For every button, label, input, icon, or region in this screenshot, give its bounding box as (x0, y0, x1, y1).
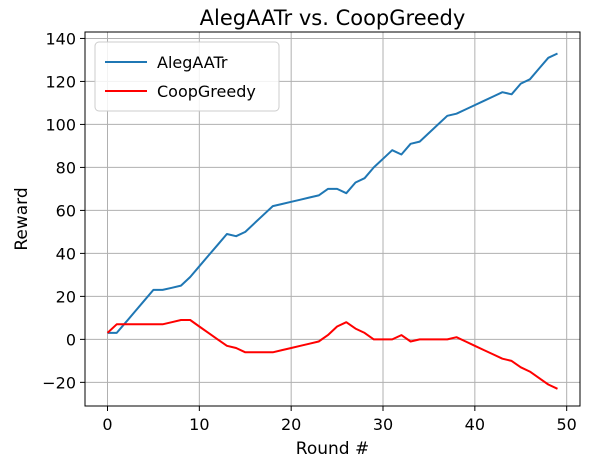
x-tick-label: 40 (465, 415, 485, 434)
y-tick-label: 140 (45, 29, 76, 48)
legend-box (94, 41, 280, 112)
plot-frame (84, 31, 581, 407)
y-tick-label: 20 (56, 287, 76, 306)
legend: AlegAATr CoopGreedy (94, 41, 280, 112)
series-line-1 (106, 319, 558, 390)
y-tick-label: −20 (42, 373, 76, 392)
y-tick-label: 40 (56, 244, 76, 263)
y-tick-label: 0 (66, 330, 76, 349)
x-tick-label: 10 (189, 415, 209, 434)
x-tick-label: 20 (281, 415, 301, 434)
x-tick-label: 50 (557, 415, 577, 434)
grid (85, 32, 580, 406)
x-tick-label: 30 (373, 415, 393, 434)
series-line-0 (107, 52, 558, 334)
y-axis-label: Reward (12, 187, 32, 250)
series-lines (106, 52, 558, 390)
y-tick-label: 100 (45, 115, 76, 134)
chart-title: AlegAATr vs. CoopGreedy (200, 6, 466, 30)
y-tick-label: 80 (56, 158, 76, 177)
legend-label-0: AlegAATr (157, 53, 228, 72)
x-axis-label: Round # (296, 439, 369, 459)
ticks: 0 10 20 30 40 50 −20 0 20 40 60 80 100 120 140 (42, 29, 577, 434)
x-tick-label: 0 (102, 415, 112, 434)
y-tick-label: 120 (45, 72, 76, 91)
y-tick-label: 60 (56, 201, 76, 220)
legend-label-1: CoopGreedy (157, 82, 256, 101)
